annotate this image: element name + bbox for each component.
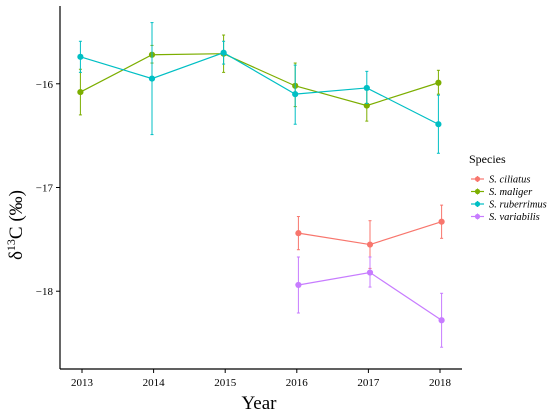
- x-tick-label: 2017: [357, 377, 380, 389]
- data-point: [292, 91, 299, 98]
- legend-item: S. maliger: [471, 187, 533, 198]
- x-tick-label: 2016: [286, 377, 309, 389]
- series-s-maliger: [77, 34, 442, 122]
- legend-label: S. ciliatus: [489, 175, 530, 186]
- legend-key-point: [474, 213, 481, 220]
- series-s-ruberrimus: [77, 22, 442, 154]
- series-line: [80, 52, 439, 125]
- data-point: [366, 269, 374, 276]
- x-tick-label: 2015: [214, 377, 237, 389]
- data-point: [77, 88, 84, 96]
- data-point: [435, 79, 442, 86]
- x-tick-label: 2013: [71, 377, 94, 389]
- y-tick-label: −16: [36, 79, 54, 91]
- x-tick-label: 2018: [429, 377, 452, 389]
- legend-key-point: [474, 201, 481, 207]
- y-axis-title-base: δ: [6, 251, 27, 260]
- axes: 2013 2014 2015 2016 2017 2018 −16 −17 −18: [36, 6, 462, 389]
- y-tick-label: −17: [36, 183, 54, 195]
- legend-key-point: [474, 176, 481, 182]
- legend-item: S. variabilis: [471, 212, 540, 223]
- series-s-ciliatus: [295, 204, 445, 269]
- legend-title: Species: [469, 152, 506, 166]
- y-axis-title-sup: 13: [4, 239, 18, 251]
- y-axis-title: δ13C (‰): [4, 190, 27, 260]
- data-point: [148, 75, 156, 82]
- legend-label: S. ruberrimus: [489, 200, 547, 211]
- legend-item: S. ciliatus: [471, 175, 530, 186]
- y-tick-label: −18: [36, 286, 54, 298]
- data-point: [295, 230, 302, 237]
- data-point: [220, 49, 227, 56]
- legend-label: S. maliger: [489, 187, 533, 198]
- data-point: [295, 281, 302, 289]
- data-point: [366, 241, 374, 248]
- y-axis-title-rest: C (‰): [6, 190, 27, 239]
- data-point: [363, 84, 370, 92]
- x-tick-label: 2014: [143, 377, 166, 389]
- series-line: [80, 53, 439, 107]
- data-point: [438, 218, 445, 225]
- legend-item: S. ruberrimus: [471, 200, 547, 211]
- legend-key-point: [474, 188, 481, 195]
- plot-area: [77, 22, 445, 348]
- series-s-variabilis: [295, 256, 445, 348]
- x-axis-title: Year: [241, 393, 277, 414]
- data-point: [363, 102, 370, 109]
- legend-label: S. variabilis: [489, 212, 540, 223]
- data-point: [438, 317, 445, 324]
- data-point: [77, 53, 84, 60]
- data-point: [435, 121, 442, 128]
